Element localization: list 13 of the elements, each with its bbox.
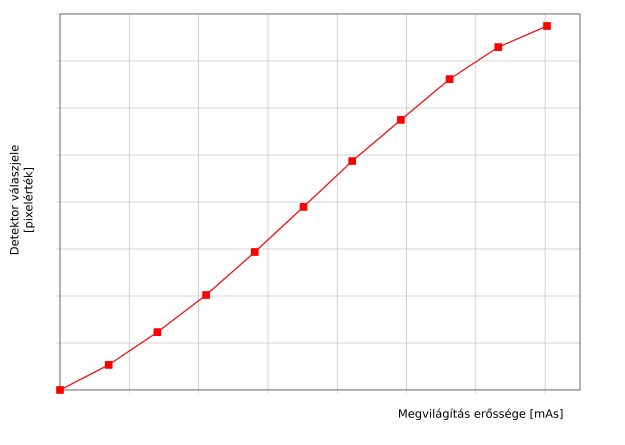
point	[494, 43, 502, 51]
point	[56, 386, 64, 394]
point	[543, 22, 551, 30]
point	[446, 75, 454, 83]
point	[154, 328, 162, 336]
point	[300, 203, 308, 211]
point	[250, 248, 259, 256]
x-axis-title: Megvilágítás erőssége [mAs]	[399, 408, 562, 420]
point	[104, 361, 113, 369]
point	[348, 157, 356, 165]
point	[397, 116, 405, 124]
y-axis-title: Detektor válaszjele [pixelérték]	[9, 145, 35, 254]
point	[202, 291, 210, 299]
